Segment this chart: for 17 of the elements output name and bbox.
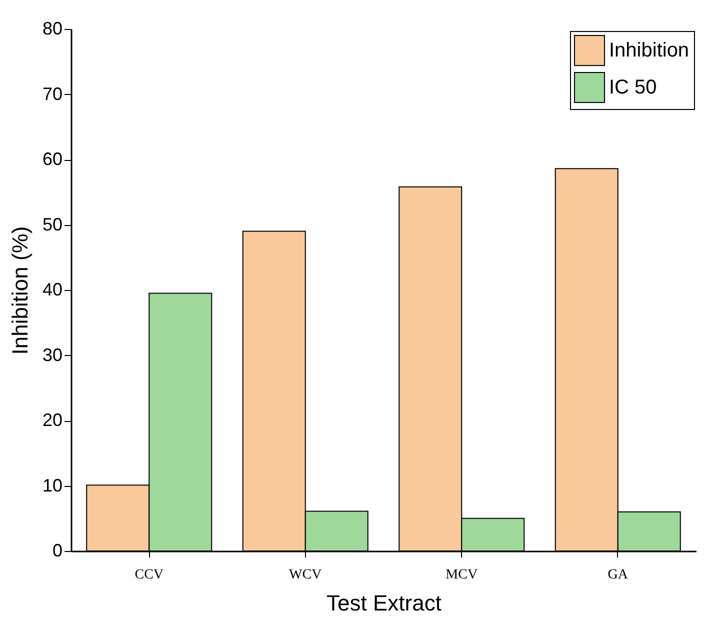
x-axis-title: Test Extract xyxy=(326,590,442,616)
y-tick-label: 50 xyxy=(42,214,62,234)
y-tick-label: 0 xyxy=(52,540,62,560)
y-tick-label: 20 xyxy=(42,410,62,430)
y-tick-label: 30 xyxy=(42,344,62,365)
x-tick-label: GA xyxy=(608,568,629,582)
y-tick-label: 10 xyxy=(42,475,62,496)
y-axis-title: Inhibition (%) xyxy=(7,226,32,355)
y-tick-label: 70 xyxy=(42,84,62,104)
y-tick-label: 80 xyxy=(42,18,62,38)
y-tick-label: 60 xyxy=(42,149,62,169)
legend-label: IC 50 xyxy=(609,76,657,98)
x-tick-label: CCV xyxy=(134,568,164,582)
legend-label: Inhibition xyxy=(609,40,690,62)
y-tick-label: 40 xyxy=(42,280,62,300)
x-tick-label: WCV xyxy=(289,568,322,582)
x-tick-label: MCV xyxy=(446,568,478,582)
